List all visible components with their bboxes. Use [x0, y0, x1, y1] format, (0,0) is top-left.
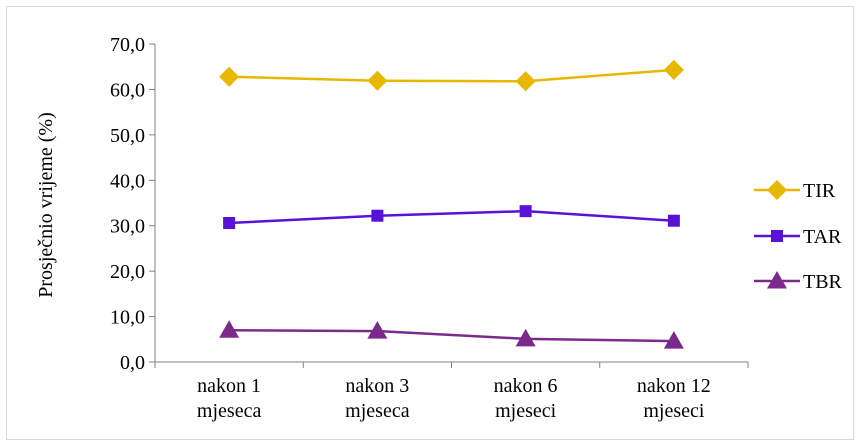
data-point — [663, 331, 684, 349]
legend-label: TIR — [803, 180, 836, 202]
series-line — [229, 68, 674, 83]
legend-marker — [771, 230, 783, 242]
legend-marker — [767, 180, 787, 200]
data-point — [367, 70, 388, 91]
x-tick-label: nakon 1 mjeseca — [197, 375, 262, 422]
y-axis-label: Prosječnio vrijeme (%) — [35, 112, 57, 298]
x-ticks: nakon 1 mjeseca nakon 3 mjeseca nakon 6 mjese… — [154, 362, 749, 422]
y-tick-label: 0,0 — [120, 352, 145, 374]
legend-marker — [767, 271, 787, 289]
data-point — [515, 328, 536, 347]
y-ticks: 0,0 10,0 20,0 30,0 40,0 50,0 60,0 70,0 — [110, 34, 155, 374]
y-tick-label: 30,0 — [110, 216, 145, 238]
legend-label: TBR — [803, 271, 843, 293]
chart-frame — [6, 6, 854, 440]
series-line — [229, 328, 674, 343]
y-tick-label: 10,0 — [110, 307, 145, 329]
y-tick-label: 60,0 — [110, 79, 145, 101]
series — [219, 59, 684, 349]
series-line — [229, 209, 674, 225]
legend: TIR TAR TBR — [754, 180, 843, 293]
y-tick-label: 20,0 — [110, 261, 145, 283]
y-tick-label: 50,0 — [110, 125, 145, 147]
y-tick-label: 70,0 — [110, 34, 145, 56]
legend-label: TAR — [803, 226, 842, 248]
y-tick-label: 40,0 — [110, 170, 145, 192]
axes — [154, 44, 748, 363]
data-point — [663, 59, 684, 80]
data-point — [219, 66, 240, 87]
series-tar — [223, 205, 680, 229]
data-point — [219, 320, 240, 338]
data-point — [519, 205, 532, 218]
x-tick-label: nakon 3 mjeseca — [345, 375, 410, 422]
legend-entry-tir: TIR — [754, 180, 836, 202]
x-tick-label: nakon 12 mjeseci — [637, 375, 711, 422]
series-tbr — [219, 320, 684, 349]
data-point — [371, 209, 384, 222]
data-point — [515, 71, 536, 92]
x-tick-label: nakon 6 mjeseci — [494, 375, 558, 422]
legend-entry-tar: TAR — [754, 226, 842, 248]
series-tir — [219, 59, 684, 92]
legend-entry-tbr: TBR — [754, 271, 843, 293]
data-point — [223, 216, 236, 229]
data-point — [667, 214, 680, 227]
data-point — [367, 321, 388, 339]
